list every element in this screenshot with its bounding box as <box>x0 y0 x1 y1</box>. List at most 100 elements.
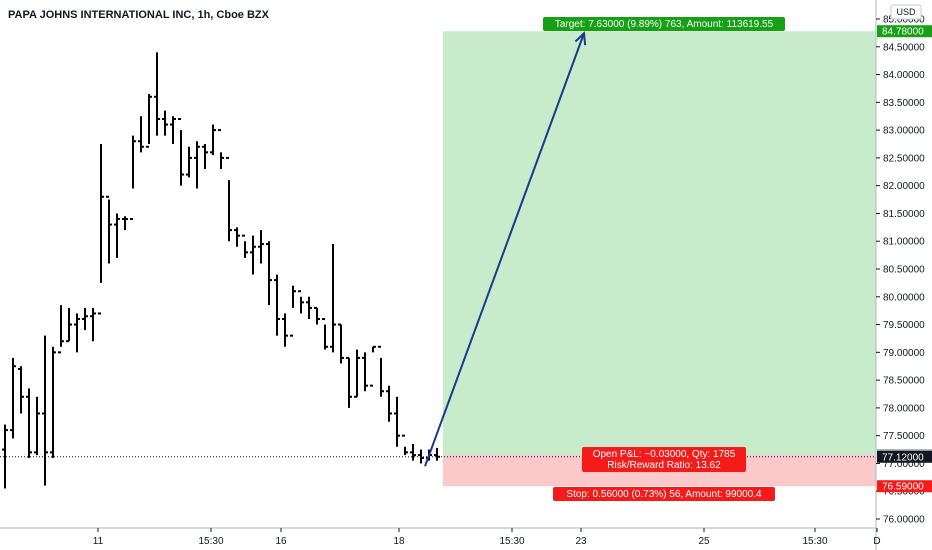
y-tick-label: 76.00000 <box>883 515 925 526</box>
ohlc-bar <box>178 118 184 186</box>
y-tick-label: 77.50000 <box>883 431 925 442</box>
y-tick-label: 80.50000 <box>883 265 925 276</box>
ohlc-bar <box>290 285 296 337</box>
x-tick-label: 15:30 <box>198 536 223 547</box>
x-tick-label: 25 <box>698 536 710 547</box>
target-label: Target: 7.63000 (9.89%) 763, Amount: 113… <box>543 17 785 31</box>
x-tick-label: 11 <box>93 536 104 547</box>
ohlc-bar <box>274 274 280 336</box>
ohlc-bar <box>106 195 112 264</box>
ohlc-bar <box>18 366 24 414</box>
projection-arrow-head <box>574 31 587 46</box>
pnl-label-bg <box>582 447 746 472</box>
target-label-text: Target: 7.63000 (9.89%) 763, Amount: 113… <box>555 19 774 30</box>
pnl-label: Open P&L: −0.03000, Qty: 1785Risk/Reward… <box>582 447 746 472</box>
ohlc-bar <box>210 124 216 156</box>
price-tag-bg <box>877 25 932 38</box>
ohlc-bar <box>186 146 192 178</box>
price-tag-text: 84.78000 <box>882 27 924 38</box>
x-tick-label: 18 <box>393 536 405 547</box>
price-tag-current: 77.12000 <box>877 450 932 463</box>
stop-label: Stop: 0.56000 (0.73%) 56, Amount: 99000.… <box>553 487 775 501</box>
ohlc-bar <box>42 335 48 486</box>
x-tick-label: 15:30 <box>499 536 524 547</box>
ohlc-bar <box>26 388 32 458</box>
y-tick-label: 80.00000 <box>883 292 925 303</box>
ohlc-bar <box>122 216 128 231</box>
ohlc-bar <box>322 318 328 350</box>
price-tag-stop: 76.59000 <box>877 480 932 493</box>
y-tick-label: 84.00000 <box>883 70 925 81</box>
ohlc-bar <box>362 352 368 392</box>
x-tick-label: 23 <box>575 536 587 547</box>
ohlc-bar <box>50 346 56 458</box>
ohlc-bar <box>170 116 176 144</box>
stop-label-text: Stop: 0.56000 (0.73%) 56, Amount: 99000.… <box>566 489 762 500</box>
ohlc-bar <box>330 244 336 353</box>
ohlc-bar <box>346 356 352 408</box>
ohlc-bar <box>370 345 376 387</box>
ohlc-bar <box>82 307 88 331</box>
y-tick-label: 78.50000 <box>883 376 925 387</box>
ohlc-bar <box>10 357 16 439</box>
y-tick-label: 82.50000 <box>883 153 925 164</box>
price-tag-text: 77.12000 <box>882 452 924 463</box>
ohlc-bar <box>314 306 320 325</box>
ohlc-bar <box>90 307 96 342</box>
y-tick-label: 82.00000 <box>883 181 925 192</box>
ohlc-bar <box>386 385 392 422</box>
ohlc-bar <box>202 144 208 169</box>
ohlc-bar <box>194 141 200 189</box>
y-tick-label: 85.00000 <box>883 15 925 26</box>
ohlc-bar <box>234 227 240 247</box>
ohlc-bar <box>402 434 408 456</box>
x-tick-label: 16 <box>275 536 287 547</box>
y-tick-label: 77.00000 <box>883 459 925 470</box>
ohlc-bar <box>354 349 360 398</box>
ohlc-bar <box>266 241 272 306</box>
y-tick-label: 84.50000 <box>883 42 925 53</box>
price-tag-bg <box>877 450 932 463</box>
ohlc-bar <box>146 94 152 148</box>
y-tick-label: 81.50000 <box>883 209 925 220</box>
ohlc-bar <box>34 396 40 456</box>
ohlc-bar <box>74 313 80 353</box>
ohlc-bar <box>2 424 8 489</box>
y-tick-label: 79.50000 <box>883 320 925 331</box>
ohlc-bar <box>338 323 344 364</box>
ohlc-bar <box>154 52 160 136</box>
ohlc-bar <box>258 230 264 264</box>
ohlc-bar <box>298 290 304 314</box>
ohlc-bar <box>226 156 232 242</box>
y-tick-label: 81.00000 <box>883 237 925 248</box>
projection-arrow <box>424 32 585 467</box>
y-tick-label: 83.50000 <box>883 98 925 109</box>
ohlc-bar <box>410 444 416 461</box>
price-tag-text: 76.59000 <box>882 482 924 493</box>
ohlc-bar <box>394 396 400 447</box>
ohlc-bar <box>66 307 72 343</box>
price-tag-target: 84.78000 <box>877 25 932 38</box>
y-tick-label: 83.00000 <box>883 126 925 137</box>
stop-label-bg <box>553 487 775 501</box>
x-tick-label: 15:30 <box>802 536 827 547</box>
ohlc-bar <box>306 296 312 319</box>
price-tag-bg <box>877 480 932 493</box>
ohlc-bar <box>162 110 168 136</box>
pnl-label-text: Risk/Reward Ratio: 13.62 <box>607 460 721 471</box>
ohlc-bar <box>114 213 120 258</box>
y-tick-label: 79.00000 <box>883 348 925 359</box>
x-tick-label: D <box>873 536 880 547</box>
y-tick-label: 78.00000 <box>883 403 925 414</box>
ohlc-bar <box>130 135 136 220</box>
ohlc-bar <box>242 234 248 258</box>
ohlc-bar <box>378 345 384 397</box>
currency-button[interactable] <box>890 4 922 20</box>
target-label-bg <box>543 17 785 31</box>
ohlc-bar <box>138 116 144 153</box>
ohlc-bar <box>250 235 256 275</box>
target-zone <box>443 31 876 456</box>
ohlc-bar <box>98 144 104 315</box>
currency-label: USD <box>896 7 916 17</box>
